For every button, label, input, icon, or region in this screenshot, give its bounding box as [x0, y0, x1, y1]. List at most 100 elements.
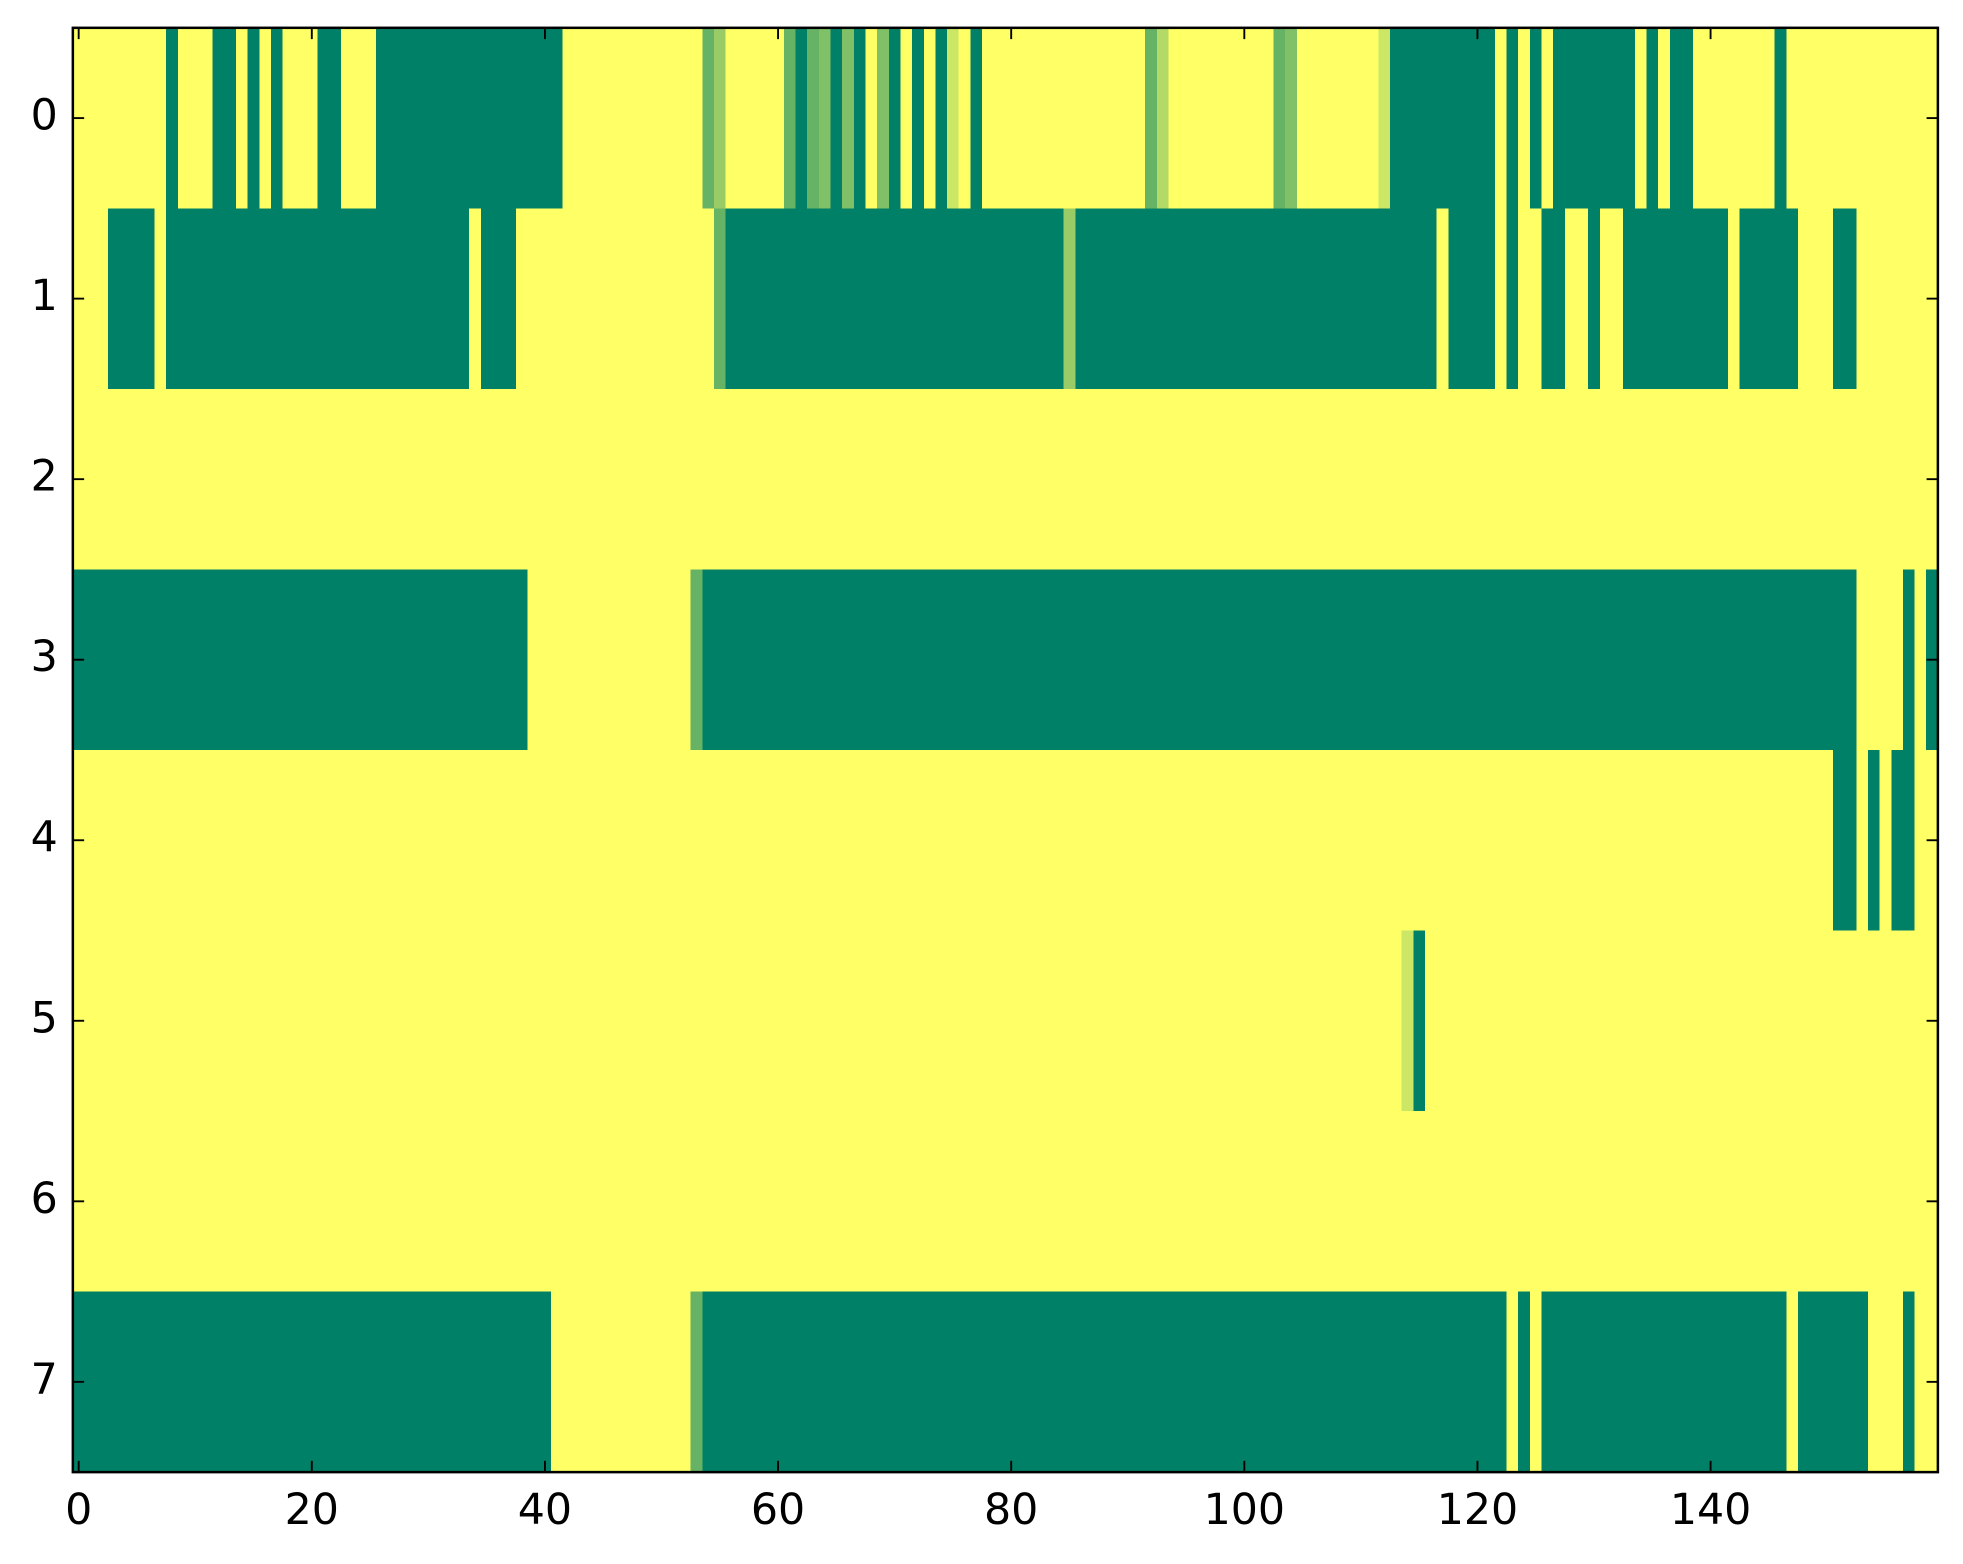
heatmap-cell [1063, 569, 1077, 751]
heatmap-cell [539, 1111, 552, 1293]
heatmap-cell [900, 569, 913, 751]
heatmap-cell [142, 1291, 156, 1473]
heatmap-cell [1856, 208, 1869, 390]
heatmap-cell [923, 208, 937, 390]
heatmap-cell [352, 749, 366, 932]
heatmap-cell [1191, 208, 1205, 390]
heatmap-cell [445, 930, 459, 1112]
heatmap-cell [1424, 749, 1438, 932]
heatmap-cell [783, 208, 797, 390]
heatmap-cell [620, 749, 634, 932]
heatmap-cell [1576, 1111, 1589, 1293]
heatmap-cell [1261, 208, 1275, 390]
heatmap-cell [1553, 1291, 1566, 1473]
heatmap-cell [702, 27, 715, 210]
heatmap-cell [1739, 749, 1753, 932]
heatmap-cell [1203, 930, 1216, 1112]
heatmap-cell [1856, 27, 1869, 210]
heatmap-cell [1681, 1111, 1694, 1293]
heatmap-cell [1693, 749, 1706, 932]
heatmap-cell [923, 1291, 937, 1473]
heatmap-cell [457, 569, 470, 751]
heatmap-cell [504, 1111, 517, 1293]
heatmap-cell [678, 930, 692, 1112]
heatmap-cell [632, 1291, 645, 1473]
heatmap-cell [1075, 27, 1088, 210]
heatmap-cell [1728, 208, 1741, 390]
heatmap-cell [865, 930, 878, 1112]
y-tick-label: 6 [31, 1174, 58, 1224]
heatmap-cell [597, 1111, 610, 1293]
heatmap-cell [1355, 208, 1368, 390]
heatmap-cell [329, 208, 342, 390]
heatmap-cell [1133, 930, 1146, 1112]
heatmap-cell [818, 749, 832, 932]
heatmap-cell [422, 1291, 435, 1473]
heatmap-cell [1215, 569, 1228, 751]
heatmap-cell [1261, 930, 1275, 1112]
heatmap-cell [1250, 388, 1263, 571]
heatmap-cell [154, 749, 167, 932]
heatmap-cell [585, 749, 599, 932]
heatmap-cell [1483, 749, 1496, 932]
heatmap-cell [1436, 569, 1450, 751]
heatmap-cell [1867, 749, 1881, 932]
heatmap-cell [1751, 749, 1764, 932]
heatmap-cell [1529, 749, 1543, 932]
heatmap-cell [1751, 569, 1764, 751]
heatmap-cell [702, 749, 715, 932]
heatmap-cell [993, 27, 1007, 210]
heatmap-cell [527, 388, 540, 571]
heatmap-cell [1040, 388, 1053, 571]
heatmap-cell [1763, 27, 1776, 210]
heatmap-cell [1413, 1291, 1426, 1473]
heatmap-cell [1646, 569, 1659, 751]
heatmap-cell [1774, 208, 1788, 390]
heatmap-cell [713, 1291, 727, 1473]
heatmap-cell [1634, 1111, 1648, 1293]
heatmap-cell [795, 749, 808, 932]
heatmap-cell [1121, 388, 1135, 571]
heatmap-cell [1564, 930, 1578, 1112]
heatmap-cell [189, 388, 202, 571]
heatmap-cell [1553, 749, 1566, 932]
heatmap-cell [1215, 749, 1228, 932]
heatmap-cell [1588, 27, 1601, 210]
heatmap-cell [469, 388, 482, 571]
heatmap-cell [1390, 930, 1403, 1112]
heatmap-cell [154, 208, 167, 390]
heatmap-cell [247, 1111, 261, 1293]
heatmap-cell [1856, 1291, 1869, 1473]
heatmap-cell [107, 749, 121, 932]
heatmap-cell [644, 27, 657, 210]
heatmap-cell [1180, 208, 1193, 390]
heatmap-cell [1867, 569, 1881, 751]
heatmap-cell [644, 930, 657, 1112]
heatmap-cell [597, 208, 610, 390]
x-tick-label: 60 [751, 1485, 805, 1535]
heatmap-cell [853, 208, 867, 390]
heatmap-cell [247, 208, 261, 390]
heatmap-cell [1832, 569, 1846, 751]
heatmap-cell [1716, 749, 1729, 932]
heatmap-cell [1459, 569, 1473, 751]
heatmap-cell [1669, 388, 1683, 571]
heatmap-cell [445, 27, 459, 210]
heatmap-cell [1518, 749, 1531, 932]
heatmap-cell [457, 1111, 470, 1293]
heatmap-cell [224, 1111, 237, 1293]
heatmap-cell [480, 569, 494, 751]
heatmap-cell [282, 930, 296, 1112]
heatmap-cell [399, 930, 412, 1112]
heatmap-cell [212, 27, 226, 210]
heatmap-cell [760, 569, 773, 751]
heatmap-cell [865, 569, 878, 751]
heatmap-cell [1110, 27, 1123, 210]
heatmap-cell [1180, 1111, 1193, 1293]
heatmap-cell [1285, 1291, 1298, 1473]
heatmap-cell [935, 1291, 948, 1473]
heatmap-cell [1459, 749, 1473, 932]
heatmap-cell [1028, 930, 1042, 1112]
heatmap-cell [830, 388, 843, 571]
heatmap-cell [84, 749, 97, 932]
